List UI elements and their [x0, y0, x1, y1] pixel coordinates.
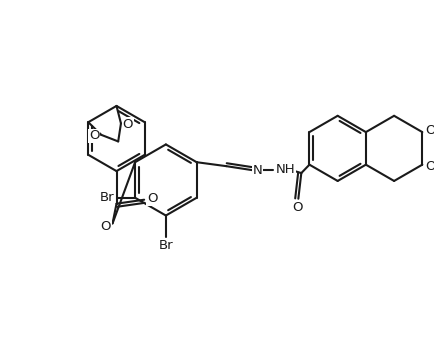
Text: O: O	[123, 118, 133, 131]
Text: Br: Br	[158, 239, 173, 252]
Text: O: O	[89, 129, 99, 142]
Text: N: N	[253, 164, 263, 177]
Text: O: O	[147, 192, 157, 205]
Text: Br: Br	[100, 191, 115, 204]
Text: O: O	[425, 124, 434, 137]
Text: O: O	[425, 160, 434, 173]
Text: O: O	[292, 201, 302, 214]
Text: NH: NH	[276, 163, 295, 176]
Text: O: O	[100, 220, 111, 233]
